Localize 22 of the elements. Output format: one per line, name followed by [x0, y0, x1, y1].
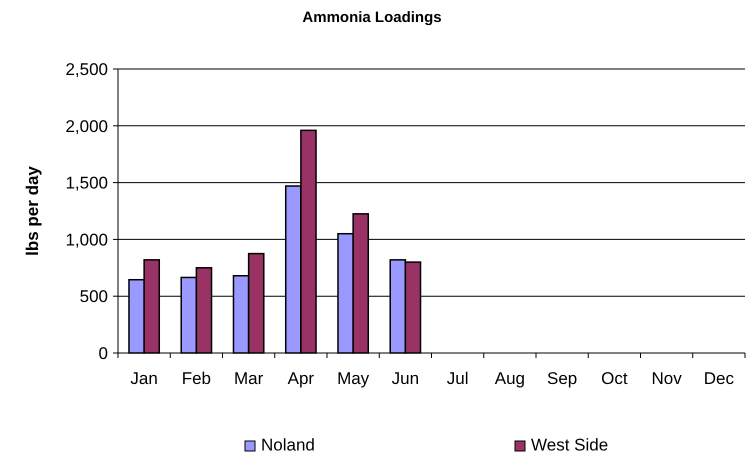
chart-title: Ammonia Loadings [302, 9, 442, 26]
y-tick-label: 1,500 [65, 174, 108, 193]
y-tick-label: 1,000 [65, 230, 108, 250]
y-tick-label: 2,000 [65, 116, 108, 136]
x-tick-label: Oct [601, 369, 628, 388]
legend-label: Noland [261, 435, 315, 454]
x-tick-label: Jan [130, 369, 158, 388]
x-tick-label: Jul [446, 369, 468, 388]
x-tick-label: Aug [494, 369, 525, 388]
y-tick-label: 2,500 [65, 60, 108, 79]
x-tick-label: Mar [234, 369, 264, 388]
x-tick-label: Jun [392, 369, 420, 388]
y-tick-label: 500 [80, 287, 108, 306]
y-axis-title: lbs per day [23, 166, 42, 256]
legend-label: West Side [531, 435, 608, 454]
x-tick-label: Sep [547, 369, 578, 388]
x-tick-label: Dec [704, 369, 734, 388]
x-tick-label: Apr [288, 369, 314, 388]
y-tick-label: 0 [98, 344, 108, 363]
x-tick-label: Feb [182, 369, 212, 388]
x-tick-label: Nov [652, 369, 682, 388]
x-tick-label: May [337, 369, 370, 388]
